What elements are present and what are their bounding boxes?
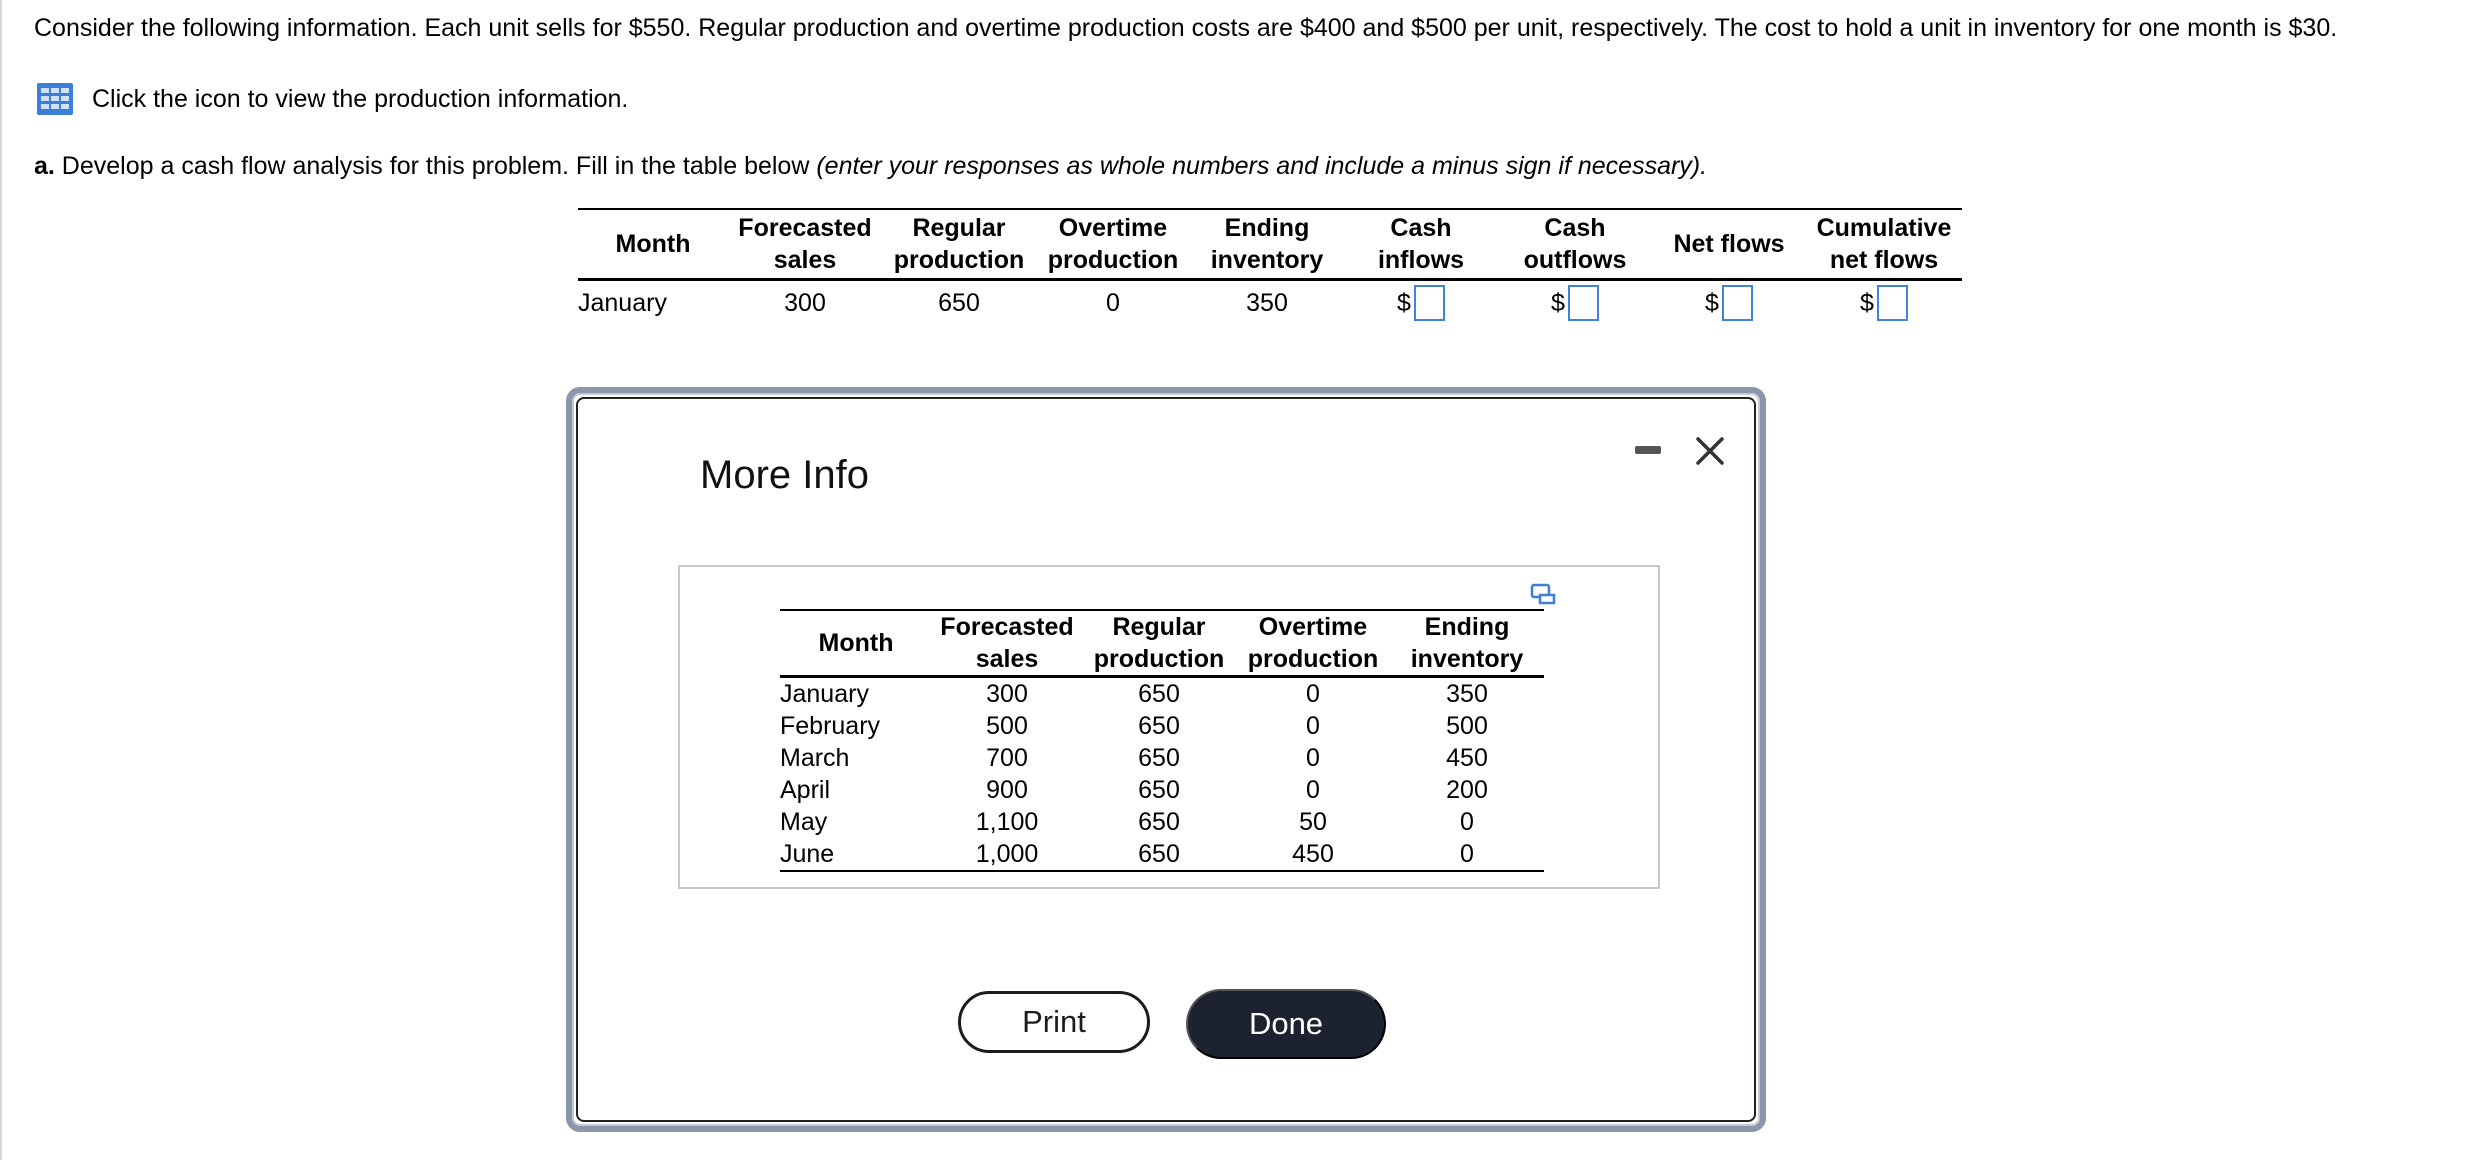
header-month: Month bbox=[578, 208, 728, 281]
cash-flow-header-row: Month Forecasted sales Regular production … bbox=[578, 208, 1962, 281]
print-button[interactable]: Print bbox=[958, 991, 1150, 1053]
cash-inflows-input[interactable] bbox=[1413, 285, 1445, 321]
info-header-row: Month Forecasted sales Regular production … bbox=[780, 609, 1544, 678]
modal-frame bbox=[576, 397, 1756, 1122]
cash-flow-row-january: January 300 650 0 350 $ $ $ $ bbox=[578, 280, 1962, 326]
info-ending-inventory: 0 bbox=[1460, 808, 1474, 836]
production-info-link[interactable]: Click the icon to view the production in… bbox=[36, 82, 628, 116]
info-regular-production: 650 bbox=[1138, 776, 1180, 804]
info-regular-production: 650 bbox=[1138, 744, 1180, 772]
row-regular-production: 650 bbox=[938, 289, 980, 317]
header-ending-inventory: Ending inventory bbox=[1190, 208, 1344, 281]
table-row: June 1,000 650 450 0 bbox=[780, 838, 1544, 872]
row-ending-inventory: 350 bbox=[1246, 289, 1288, 317]
info-ending-inventory: 350 bbox=[1446, 680, 1488, 708]
info-forecasted-sales: 900 bbox=[986, 776, 1028, 804]
close-icon[interactable] bbox=[1690, 431, 1730, 471]
info-regular-production: 650 bbox=[1082, 838, 1236, 872]
info-month: January bbox=[780, 680, 869, 708]
net-flows-input[interactable] bbox=[1721, 285, 1753, 321]
more-info-modal: More Info Month Forecasted sales Regular p… bbox=[566, 387, 1766, 1132]
cumulative-net-flows-input[interactable] bbox=[1876, 285, 1908, 321]
currency-symbol: $ bbox=[1397, 289, 1411, 317]
table-grid-icon[interactable] bbox=[36, 82, 74, 116]
info-month: April bbox=[780, 776, 831, 804]
info-overtime-production: 0 bbox=[1306, 712, 1320, 740]
info-link-text[interactable]: Click the icon to view the production in… bbox=[92, 84, 629, 113]
part-a-hint: (enter your responses as whole numbers a… bbox=[816, 152, 1708, 180]
cash-flow-table: Month Forecasted sales Regular production … bbox=[578, 208, 1962, 325]
info-forecasted-sales: 700 bbox=[986, 744, 1028, 772]
header-net-flows: Net flows bbox=[1652, 208, 1806, 281]
currency-symbol: $ bbox=[1860, 289, 1874, 317]
info-regular-production: 650 bbox=[1138, 712, 1180, 740]
row-forecasted-sales: 300 bbox=[784, 289, 826, 317]
header-cash-inflows: Cash inflows bbox=[1344, 208, 1498, 281]
info-forecasted-sales: 300 bbox=[986, 680, 1028, 708]
question-text: Consider the following information. Each… bbox=[34, 14, 2338, 42]
part-a-text: Develop a cash flow analysis for this pr… bbox=[54, 152, 817, 180]
info-header-ending-inventory: Ending inventory bbox=[1390, 609, 1544, 678]
header-forecasted-sales: Forecasted sales bbox=[728, 208, 882, 281]
production-info-panel: Month Forecasted sales Regular production … bbox=[678, 565, 1660, 889]
table-row: February 500 650 0 500 bbox=[780, 710, 1544, 742]
table-row: April 900 650 0 200 bbox=[780, 774, 1544, 806]
expand-icon[interactable] bbox=[1530, 583, 1556, 605]
info-forecasted-sales: 1,000 bbox=[932, 838, 1082, 872]
info-overtime-production: 0 bbox=[1306, 680, 1320, 708]
production-info-table: Month Forecasted sales Regular production … bbox=[780, 609, 1544, 872]
info-header-forecasted-sales: Forecasted sales bbox=[932, 609, 1082, 678]
currency-symbol: $ bbox=[1705, 289, 1719, 317]
info-forecasted-sales: 1,100 bbox=[975, 808, 1039, 836]
header-cumulative-net-flows: Cumulative net flows bbox=[1806, 208, 1962, 281]
table-row: March 700 650 0 450 bbox=[780, 742, 1544, 774]
header-overtime-production: Overtime production bbox=[1036, 208, 1190, 281]
minimize-icon[interactable] bbox=[1635, 446, 1661, 454]
cash-outflows-input[interactable] bbox=[1567, 285, 1599, 321]
info-month: February bbox=[780, 712, 881, 740]
info-ending-inventory: 200 bbox=[1446, 776, 1488, 804]
part-a-label: a. bbox=[34, 152, 55, 180]
currency-symbol: $ bbox=[1551, 289, 1565, 317]
cash-inflows-cell: $ bbox=[1344, 280, 1498, 326]
header-regular-production: Regular production bbox=[882, 208, 1036, 281]
left-border bbox=[0, 0, 2, 1160]
info-overtime-production: 0 bbox=[1306, 776, 1320, 804]
info-month: June bbox=[780, 838, 932, 872]
info-overtime-production: 50 bbox=[1299, 808, 1327, 836]
info-month: March bbox=[780, 744, 850, 772]
header-cash-outflows: Cash outflows bbox=[1498, 208, 1652, 281]
info-overtime-production: 0 bbox=[1306, 744, 1320, 772]
row-month: January bbox=[578, 289, 667, 317]
info-ending-inventory: 500 bbox=[1446, 712, 1488, 740]
info-regular-production: 650 bbox=[1138, 808, 1180, 836]
info-ending-inventory: 450 bbox=[1446, 744, 1488, 772]
info-header-overtime-production: Overtime production bbox=[1236, 609, 1390, 678]
modal-title: More Info bbox=[700, 453, 869, 497]
info-regular-production: 650 bbox=[1138, 680, 1180, 708]
info-month: May bbox=[780, 808, 828, 836]
row-overtime-production: 0 bbox=[1106, 289, 1120, 317]
cash-outflows-cell: $ bbox=[1498, 280, 1652, 326]
part-a-instructions: a. Develop a cash flow analysis for this… bbox=[34, 152, 1707, 181]
info-overtime-production: 450 bbox=[1236, 838, 1390, 872]
info-header-month: Month bbox=[780, 609, 932, 678]
net-flows-cell: $ bbox=[1652, 280, 1806, 326]
table-row: January 300 650 0 350 bbox=[780, 677, 1544, 711]
info-forecasted-sales: 500 bbox=[986, 712, 1028, 740]
info-ending-inventory: 0 bbox=[1390, 838, 1544, 872]
info-header-regular-production: Regular production bbox=[1082, 609, 1236, 678]
cumulative-net-flows-cell: $ bbox=[1806, 280, 1962, 326]
table-row: May 1,100 650 50 0 bbox=[780, 806, 1544, 838]
done-button[interactable]: Done bbox=[1186, 989, 1386, 1059]
